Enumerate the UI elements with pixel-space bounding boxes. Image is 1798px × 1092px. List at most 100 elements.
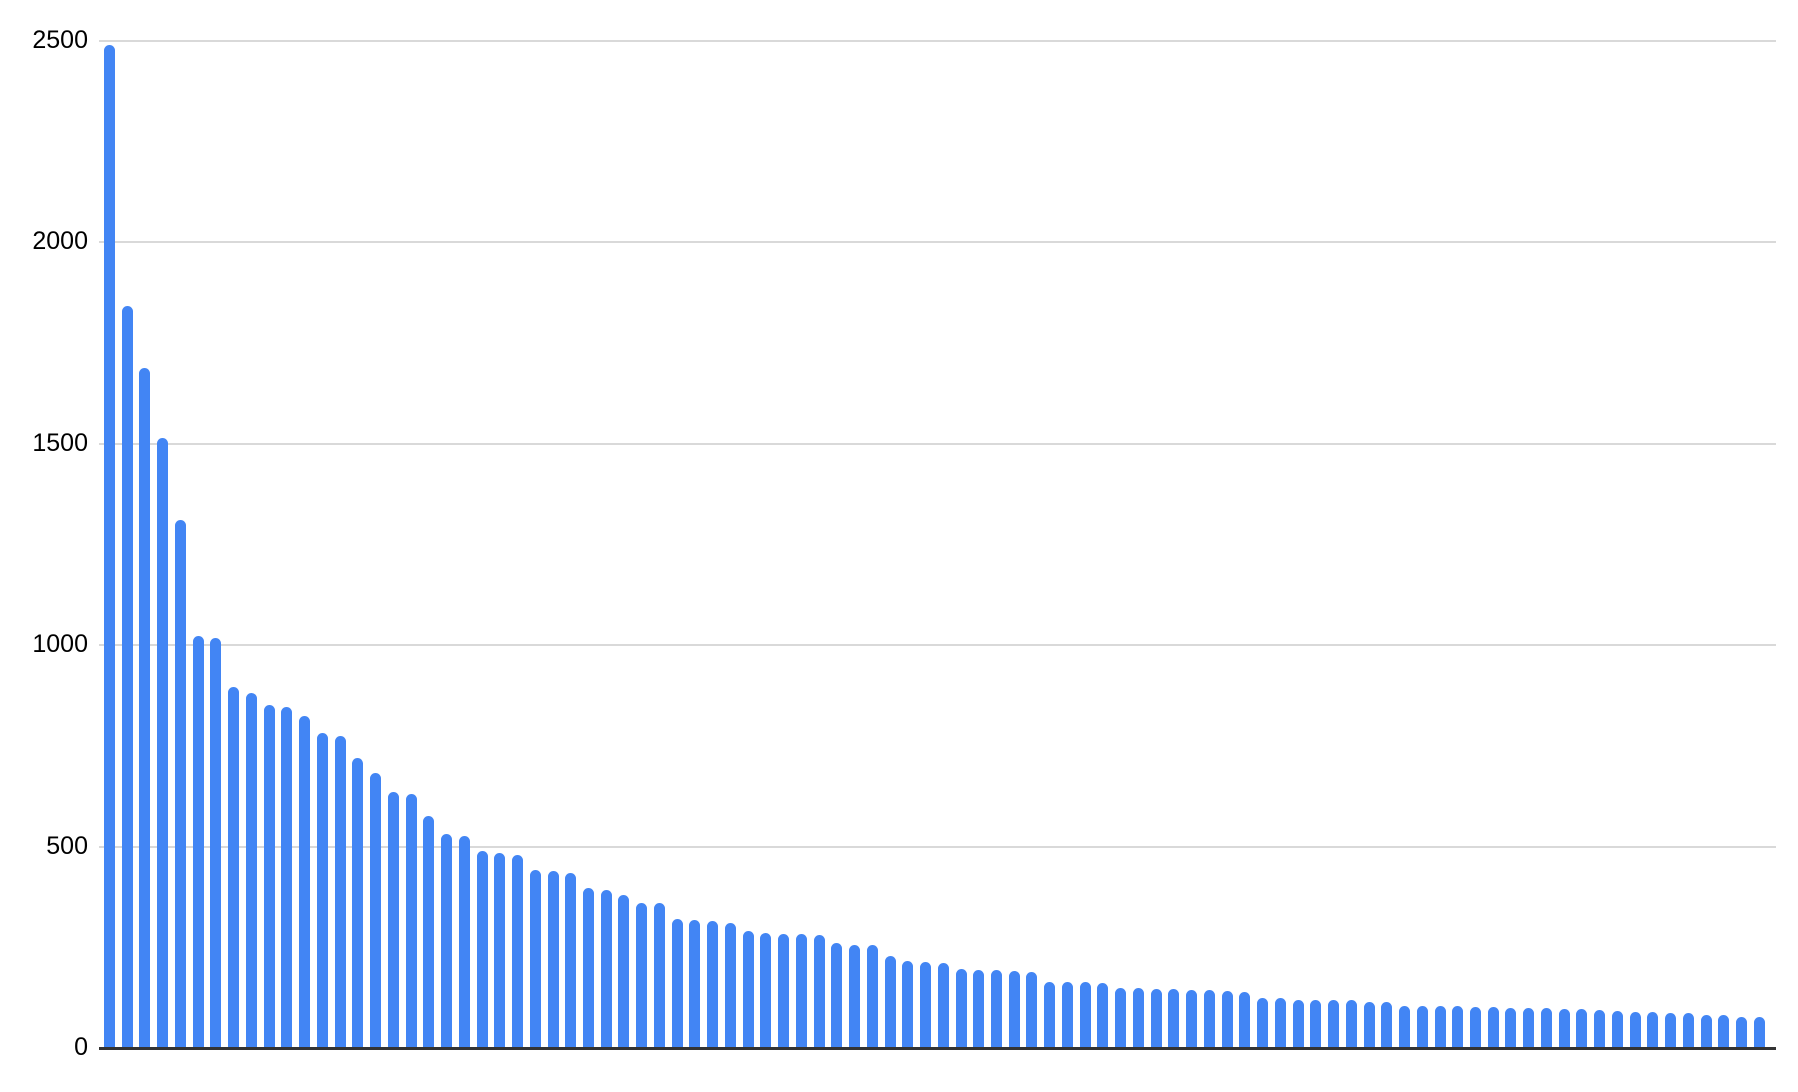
bar-84 xyxy=(1576,1008,1588,1048)
bar-92 xyxy=(1718,1015,1730,1048)
bar-74 xyxy=(1399,1005,1411,1048)
bar-13 xyxy=(316,733,328,1048)
bar-52 xyxy=(1008,970,1020,1048)
bar-78 xyxy=(1469,1006,1481,1048)
bar-63 xyxy=(1203,990,1215,1048)
bar-61 xyxy=(1168,989,1180,1048)
bar-11 xyxy=(281,707,293,1048)
bar-53 xyxy=(1026,971,1038,1048)
bar-54 xyxy=(1044,981,1056,1048)
bar-7 xyxy=(210,638,222,1048)
bar-65 xyxy=(1239,991,1251,1048)
bar-12 xyxy=(299,715,311,1048)
bar-36 xyxy=(724,923,736,1048)
bar-64 xyxy=(1221,991,1233,1048)
bar-50 xyxy=(973,969,985,1048)
bar-19 xyxy=(423,816,435,1048)
bar-44 xyxy=(866,945,878,1048)
bar-56 xyxy=(1079,982,1091,1048)
bar-83 xyxy=(1558,1008,1570,1048)
bar-55 xyxy=(1061,981,1073,1048)
bar-93 xyxy=(1736,1016,1748,1048)
bar-70 xyxy=(1328,1000,1340,1048)
bar-15 xyxy=(352,757,364,1048)
bar-58 xyxy=(1115,987,1127,1048)
bar-10 xyxy=(263,704,275,1048)
bar-39 xyxy=(778,933,790,1048)
bar-77 xyxy=(1452,1006,1464,1048)
bar-42 xyxy=(831,943,843,1048)
bar-79 xyxy=(1487,1007,1499,1048)
bar-20 xyxy=(441,834,453,1048)
bar-72 xyxy=(1363,1002,1375,1048)
bar-1 xyxy=(104,44,115,1048)
gridline-500 xyxy=(99,845,1776,848)
gridline-1500 xyxy=(99,442,1776,445)
bar-16 xyxy=(370,773,382,1048)
bar-90 xyxy=(1682,1012,1694,1048)
bar-30 xyxy=(618,894,630,1048)
bar-76 xyxy=(1434,1006,1446,1048)
bar-57 xyxy=(1097,983,1109,1048)
bar-47 xyxy=(920,961,932,1048)
bar-59 xyxy=(1132,988,1144,1048)
bar-5 xyxy=(174,519,186,1048)
bar-29 xyxy=(600,890,612,1048)
bar-75 xyxy=(1416,1006,1428,1048)
bar-94 xyxy=(1753,1016,1765,1048)
bar-33 xyxy=(671,918,683,1048)
bar-24 xyxy=(512,854,524,1048)
bar-49 xyxy=(955,969,967,1048)
bar-51 xyxy=(991,970,1002,1048)
bar-66 xyxy=(1257,997,1269,1048)
bar-32 xyxy=(653,902,665,1048)
bar-28 xyxy=(582,888,594,1048)
bar-34 xyxy=(689,919,701,1048)
bar-48 xyxy=(937,963,949,1048)
bar-62 xyxy=(1186,989,1198,1048)
bar-85 xyxy=(1594,1010,1606,1048)
bar-23 xyxy=(494,852,506,1048)
bar-67 xyxy=(1274,998,1286,1048)
bar-89 xyxy=(1665,1012,1677,1048)
bar-68 xyxy=(1292,999,1304,1048)
bar-37 xyxy=(742,930,754,1048)
bar-71 xyxy=(1345,1000,1357,1048)
bar-80 xyxy=(1505,1007,1517,1048)
bar-73 xyxy=(1381,1002,1393,1048)
bar-35 xyxy=(707,920,719,1048)
bar-31 xyxy=(636,902,648,1048)
bar-81 xyxy=(1523,1008,1535,1048)
bar-9 xyxy=(245,692,257,1048)
bar-3 xyxy=(139,368,151,1048)
y-axis-tick-label: 1000 xyxy=(32,630,88,658)
y-axis-tick-label: 2000 xyxy=(32,227,88,255)
gridline-2000 xyxy=(99,241,1776,243)
bar-41 xyxy=(813,934,825,1048)
bar-91 xyxy=(1700,1014,1712,1048)
y-axis-tick-label: 1500 xyxy=(32,428,88,457)
bar-45 xyxy=(884,955,896,1048)
bar-2 xyxy=(121,306,133,1048)
x-axis-line xyxy=(99,1047,1776,1050)
bar-40 xyxy=(795,934,807,1048)
gridline-2500 xyxy=(99,39,1776,42)
bar-6 xyxy=(192,635,204,1048)
bar-8 xyxy=(228,686,240,1048)
bar-88 xyxy=(1647,1012,1659,1048)
bar-21 xyxy=(458,836,470,1048)
y-axis-tick-label: 0 xyxy=(74,1033,88,1061)
bar-26 xyxy=(547,871,559,1048)
bar-27 xyxy=(565,873,577,1048)
bar-18 xyxy=(405,794,417,1048)
bar-17 xyxy=(387,792,399,1048)
bar-38 xyxy=(760,933,772,1048)
bar-4 xyxy=(157,438,169,1048)
bar-86 xyxy=(1611,1010,1623,1048)
bar-43 xyxy=(849,944,861,1048)
bar-46 xyxy=(902,961,914,1048)
gridline-1000 xyxy=(99,644,1776,646)
bar-14 xyxy=(334,736,346,1048)
bar-60 xyxy=(1150,988,1162,1048)
